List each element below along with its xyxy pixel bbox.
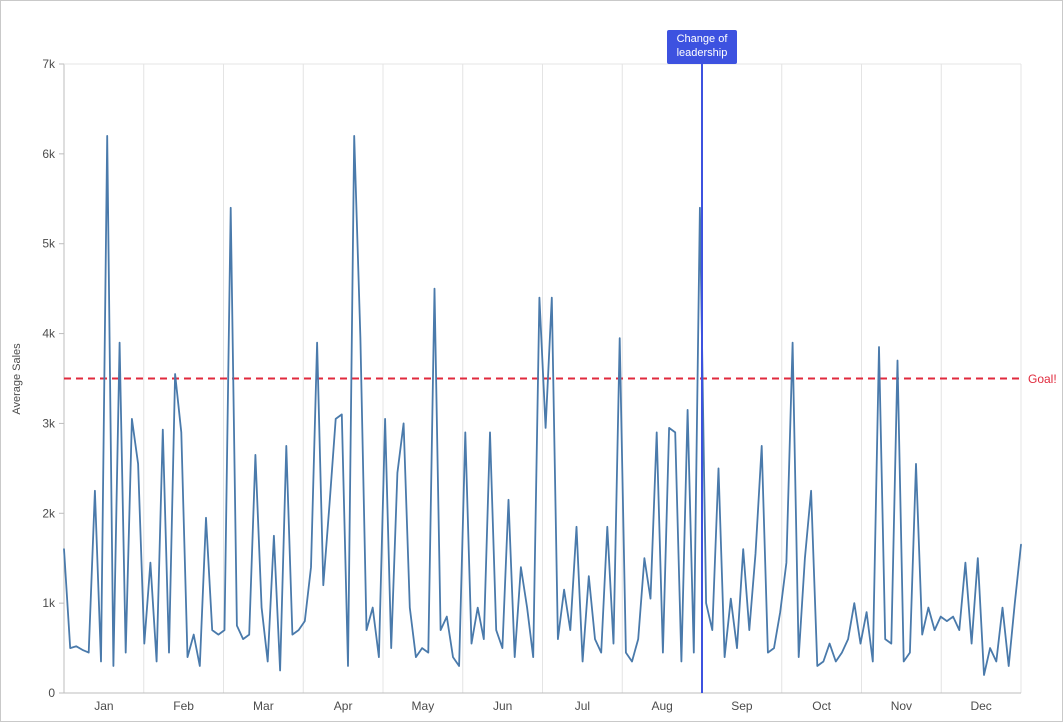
y-tick-label: 4k bbox=[42, 327, 56, 341]
x-tick-label: Apr bbox=[334, 699, 353, 713]
x-tick-label: Jun bbox=[493, 699, 512, 713]
x-tick-label: Jan bbox=[94, 699, 113, 713]
y-tick-label: 1k bbox=[42, 596, 56, 610]
x-tick-label: Mar bbox=[253, 699, 274, 713]
y-tick-label: 5k bbox=[42, 237, 56, 251]
x-tick-label: Jul bbox=[575, 699, 590, 713]
y-axis-title: Average Sales bbox=[11, 343, 23, 415]
average-sales-series-line[interactable] bbox=[63, 134, 1022, 676]
goal-line-label: Goal! bbox=[1028, 371, 1057, 386]
y-axis: 0 1k 2k 3k 4k 5k 6k 7k bbox=[42, 57, 64, 700]
y-tick-label: 2k bbox=[42, 506, 56, 520]
y-tick-label: 3k bbox=[42, 416, 56, 430]
x-tick-label: Dec bbox=[970, 699, 991, 713]
x-tick-label: Aug bbox=[651, 699, 672, 713]
event-annotation-badge: Change of leadership bbox=[667, 30, 737, 64]
x-tick-label: Oct bbox=[812, 699, 831, 713]
x-tick-label: Nov bbox=[891, 699, 912, 713]
x-tick-label: May bbox=[412, 699, 435, 713]
x-tick-label: Sep bbox=[731, 699, 753, 713]
x-tick-label: Feb bbox=[173, 699, 194, 713]
x-axis: Jan Feb Mar Apr May Jun Jul Aug Sep Oct Nov Dec bbox=[94, 699, 992, 713]
y-tick-label: 7k bbox=[42, 57, 56, 71]
y-tick-label: 0 bbox=[48, 686, 55, 700]
y-tick-label: 6k bbox=[42, 147, 56, 161]
